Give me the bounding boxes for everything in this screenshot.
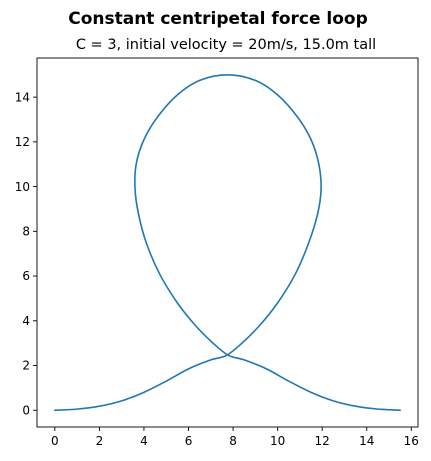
y-tick-label: 6	[22, 269, 30, 283]
y-tick-label: 8	[22, 225, 30, 239]
plot-area: 0 2 4 6 8 10 12 14 16 0 2 4 6 8 10 12 14	[15, 57, 419, 448]
y-tick-label: 10	[15, 180, 30, 194]
x-tick-label: 0	[51, 434, 59, 448]
x-tick-label: 4	[140, 434, 148, 448]
y-tick-label: 14	[15, 90, 30, 104]
x-tick-label: 16	[404, 434, 419, 448]
y-tick-label: 0	[22, 403, 30, 417]
series-line-0	[54, 73, 401, 412]
chart-subtitle: C = 3, initial velocity = 20m/s, 15.0m t…	[76, 37, 376, 53]
y-tick-label: 2	[22, 359, 30, 373]
y-tick-label: 12	[15, 135, 30, 149]
series-layer	[54, 73, 401, 412]
axes-frame	[36, 57, 419, 428]
y-tick-label: 4	[22, 314, 30, 328]
x-tick-label: 10	[270, 434, 285, 448]
y-axis: 0 2 4 6 8 10 12 14	[15, 90, 37, 417]
x-tick-label: 12	[315, 434, 330, 448]
x-tick-label: 2	[96, 434, 104, 448]
chart-title: Constant centripetal force loop	[68, 9, 368, 29]
x-tick-label: 8	[229, 434, 237, 448]
x-tick-label: 14	[359, 434, 374, 448]
x-tick-label: 6	[185, 434, 193, 448]
x-axis: 0 2 4 6 8 10 12 14 16	[51, 427, 419, 448]
